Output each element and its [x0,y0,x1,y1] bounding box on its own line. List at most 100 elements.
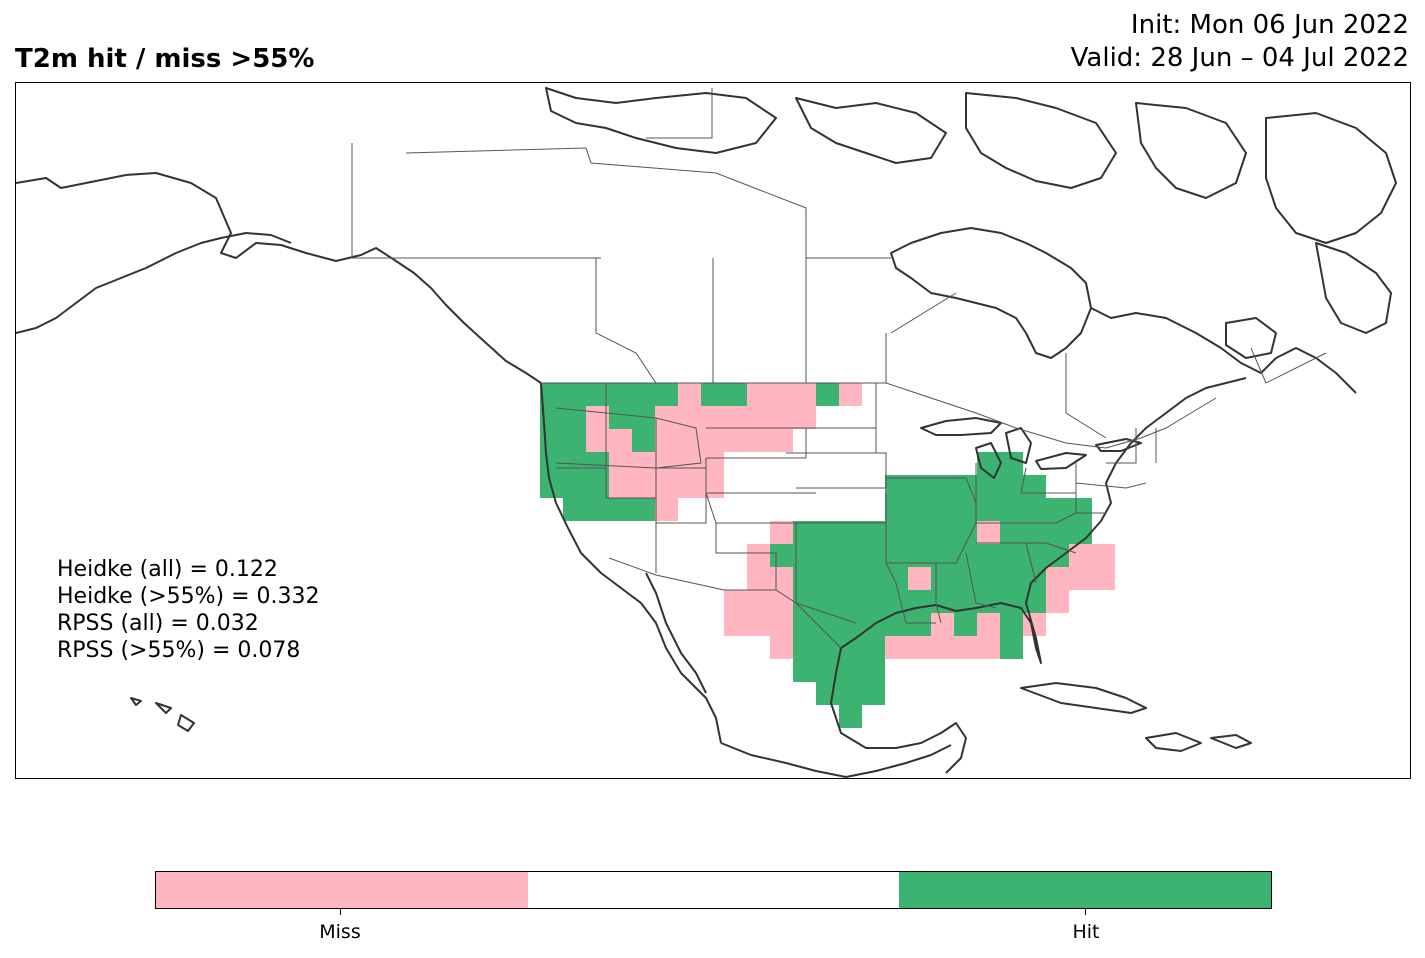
hit-cell [931,567,954,590]
hit-cell [931,544,954,567]
hit-cell [977,590,1000,613]
miss-cell [1092,567,1115,590]
miss-cell [655,498,678,521]
hit-cell [885,475,908,498]
miss-cell [770,383,793,406]
miss-cell [954,636,977,659]
miss-cell [586,429,609,452]
hit-cell [701,383,724,406]
skill-scores: Heidke (all) = 0.122 Heidke (>55%) = 0.3… [57,556,320,664]
hit-cell [793,567,816,590]
hit-cell [632,498,655,521]
miss-cell [655,452,678,475]
hit-cell [977,498,1000,521]
rpss-gt55: RPSS (>55%) = 0.078 [57,638,301,663]
miss-cell [678,406,701,429]
miss-cell [609,475,632,498]
hit-cell [862,590,885,613]
hit-cell [563,498,586,521]
miss-cell [977,521,1000,544]
miss-cell [770,636,793,659]
colorbar-tick-hit [1085,908,1086,915]
hit-cell [954,498,977,521]
hit-cell [931,475,954,498]
hit-cell [632,383,655,406]
hit-cell [586,475,609,498]
miss-cell [701,475,724,498]
miss-cell [885,636,908,659]
colorbar-miss-segment [156,872,528,908]
hit-cell [609,498,632,521]
miss-cell [609,452,632,475]
colorbar [155,871,1272,909]
hit-cell [563,406,586,429]
miss-cell [793,406,816,429]
hit-cell [839,544,862,567]
hit-cell [1000,452,1023,475]
hit-cell [977,475,1000,498]
hit-cell [816,659,839,682]
miss-cell [977,613,1000,636]
rpss-all: RPSS (all) = 0.032 [57,611,259,636]
hit-cell [1000,475,1023,498]
hit-cell [931,498,954,521]
hit-cell [1023,521,1046,544]
hit-cell [1046,544,1069,567]
hit-cell [839,590,862,613]
colorbar-neutral-segment [527,872,900,908]
hit-cell [586,383,609,406]
miss-cell [931,636,954,659]
hit-cell [954,521,977,544]
hit-cell [816,544,839,567]
miss-cell [632,475,655,498]
hit-cell [563,475,586,498]
hit-cell [563,383,586,406]
miss-cell [678,383,701,406]
hit-cell [839,659,862,682]
hit-cell [885,613,908,636]
hit-cell [1000,521,1023,544]
miss-cell [908,636,931,659]
miss-cell [678,452,701,475]
hit-cell [885,498,908,521]
miss-cell [747,613,770,636]
hit-cell [540,406,563,429]
hit-cell [770,544,793,567]
hit-cell [793,613,816,636]
hit-cell [839,682,862,705]
hit-cell [816,521,839,544]
hit-cell [540,383,563,406]
hit-cell [839,705,862,728]
miss-cell [977,636,1000,659]
miss-cell [1046,590,1069,613]
hit-cell [885,521,908,544]
hit-cell [977,544,1000,567]
hit-cell [793,659,816,682]
hit-cell [793,521,816,544]
miss-cell [724,429,747,452]
hit-cell [862,544,885,567]
colorbar-hit-segment [899,872,1272,908]
hit-cell [931,521,954,544]
hit-cell [563,429,586,452]
miss-cell [724,613,747,636]
hit-cell [1000,544,1023,567]
heidke-gt55: Heidke (>55%) = 0.332 [57,584,320,609]
miss-cell [678,475,701,498]
hit-cell [1000,567,1023,590]
hit-cell [793,544,816,567]
miss-cell [747,429,770,452]
miss-cell [770,521,793,544]
miss-cell [747,590,770,613]
miss-cell [839,383,862,406]
hit-cell [862,682,885,705]
miss-cell [655,406,678,429]
miss-cell [1069,567,1092,590]
hit-miss-cells [540,383,1115,728]
hit-cell [793,636,816,659]
hit-cell [1023,475,1046,498]
hit-cell [816,590,839,613]
hit-cell [977,567,1000,590]
miss-cell [747,567,770,590]
map-canvas [16,87,1397,778]
